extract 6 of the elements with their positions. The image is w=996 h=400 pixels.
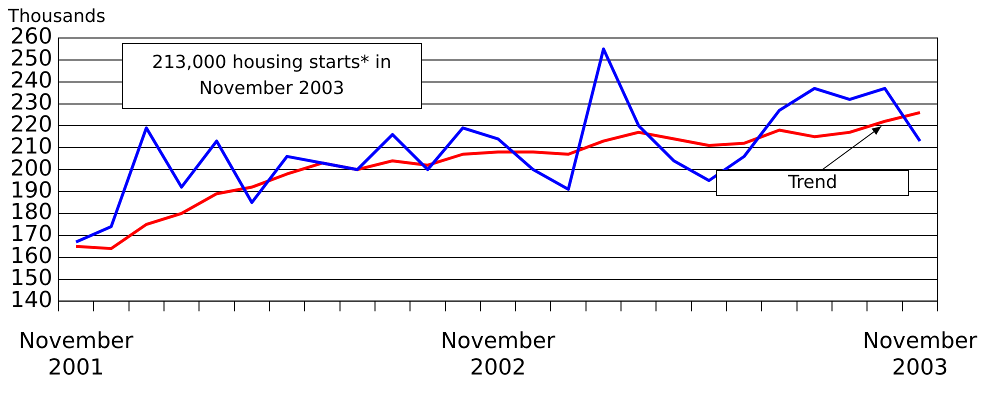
label-box: Trend <box>716 170 910 196</box>
y-axis-title: Thousands <box>8 6 106 27</box>
x-tick-label: November 2003 <box>862 329 978 381</box>
x-tick-label: November 2002 <box>440 329 556 381</box>
note-box: 213,000 housing starts* in November 2003 <box>122 43 422 109</box>
x-tick-label: November 2001 <box>18 329 134 381</box>
